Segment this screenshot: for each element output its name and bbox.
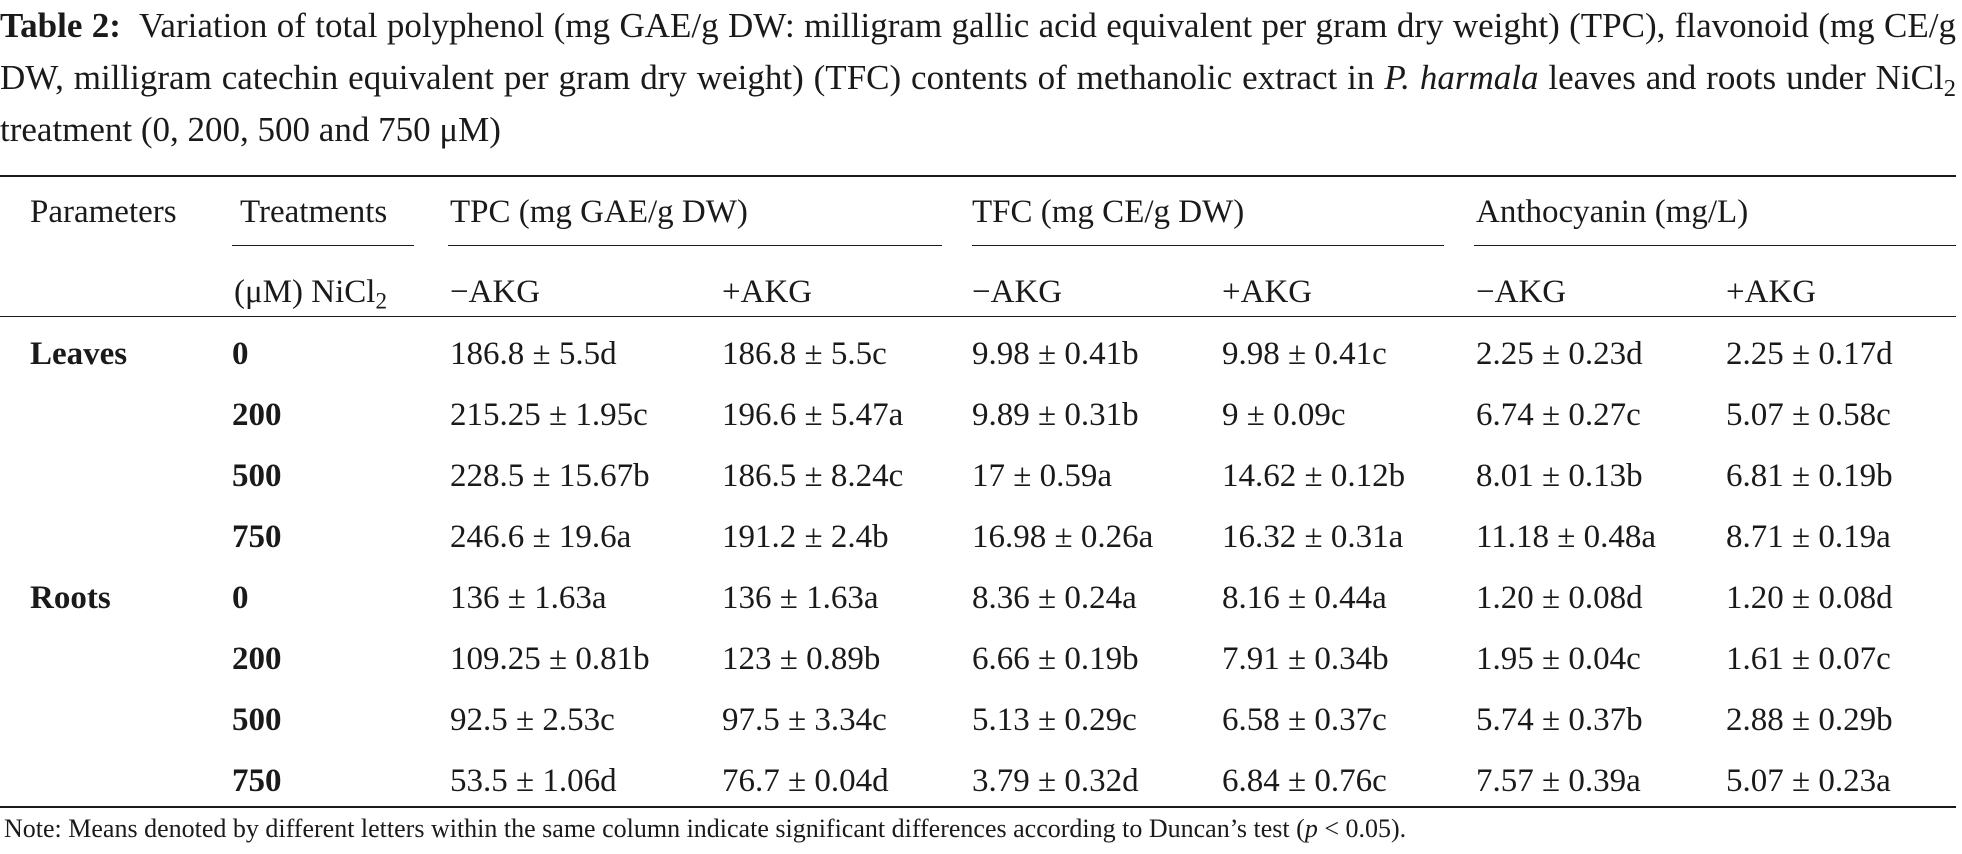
treatments-underline (232, 245, 414, 246)
tpc-minus-cell: 215.25 ± 1.95c (450, 397, 648, 433)
anthocyanin-minus-cell: 1.95 ± 0.04c (1476, 641, 1641, 677)
tpc-minus-cell: 92.5 ± 2.53c (450, 702, 615, 738)
header-treatments: Treatments (240, 194, 388, 230)
tfc-minus-cell: 8.36 ± 0.24a (972, 580, 1137, 616)
header-parameters: Parameters (30, 194, 177, 230)
table-caption: Table 2: Variation of total polyphenol (… (0, 0, 1956, 156)
treatment-cell: 0 (232, 580, 249, 616)
anthocyanin-plus-cell: 5.07 ± 0.58c (1726, 397, 1891, 433)
note-text-end: < 0.05). (1317, 814, 1407, 843)
tpc-minus-cell: 136 ± 1.63a (450, 580, 607, 616)
tfc-plus-cell: 7.91 ± 0.34b (1222, 641, 1389, 677)
tfc-plus-cell: 9 ± 0.09c (1222, 397, 1346, 433)
tpc-plus-cell: 186.5 ± 8.24c (722, 458, 904, 494)
tfc-plus-cell: 8.16 ± 0.44a (1222, 580, 1387, 616)
anthocyanin-minus-cell: 11.18 ± 0.48a (1476, 519, 1657, 555)
header-anthocyanin-plus-akg: +AKG (1726, 274, 1817, 310)
anthocyanin-plus-cell: 1.20 ± 0.08d (1726, 580, 1893, 616)
header-tfc-minus-akg: −AKG (972, 274, 1063, 310)
tfc-minus-cell: 9.89 ± 0.31b (972, 397, 1139, 433)
group-label-roots: Roots (30, 580, 111, 616)
tfc-minus-cell: 3.79 ± 0.32d (972, 763, 1139, 799)
treatment-cell: 500 (232, 458, 282, 494)
tfc-plus-cell: 16.32 ± 0.31a (1222, 519, 1404, 555)
table-top-rule (0, 175, 1956, 177)
caption-text-continued: leaves and roots under NiCl (1538, 58, 1944, 97)
anthocyanin-minus-cell: 5.74 ± 0.37b (1476, 702, 1643, 738)
tfc-header-underline (972, 245, 1444, 246)
tpc-minus-cell: 228.5 ± 15.67b (450, 458, 650, 494)
tfc-minus-cell: 6.66 ± 0.19b (972, 641, 1139, 677)
table-bottom-rule (0, 806, 1956, 808)
treatment-cell: 500 (232, 702, 282, 738)
tpc-plus-cell: 123 ± 0.89b (722, 641, 881, 677)
group-label-leaves: Leaves (30, 336, 128, 372)
tfc-minus-cell: 16.98 ± 0.26a (972, 519, 1154, 555)
note-p-symbol: p (1304, 814, 1318, 843)
tpc-plus-cell: 97.5 ± 3.34c (722, 702, 887, 738)
tpc-minus-cell: 109.25 ± 0.81b (450, 641, 650, 677)
treatment-cell: 750 (232, 519, 282, 555)
header-tfc: TFC (mg CE/g DW) (972, 194, 1245, 230)
anthocyanin-minus-cell: 7.57 ± 0.39a (1476, 763, 1641, 799)
treatment-cell: 200 (232, 641, 282, 677)
anthocyanin-minus-cell: 2.25 ± 0.23d (1476, 336, 1643, 372)
anthocyanin-plus-cell: 5.07 ± 0.23a (1726, 763, 1891, 799)
tpc-plus-cell: 136 ± 1.63a (722, 580, 879, 616)
caption-text: Variation of total polyphenol (mg GAE/g … (0, 6, 1956, 97)
anthocyanin-plus-cell: 2.25 ± 0.17d (1726, 336, 1893, 372)
tfc-plus-cell: 6.84 ± 0.76c (1222, 763, 1387, 799)
caption-label: Table 2: (0, 6, 121, 45)
anthocyanin-minus-cell: 1.20 ± 0.08d (1476, 580, 1643, 616)
header-bottom-rule (0, 316, 1956, 317)
anthocyanin-minus-cell: 6.74 ± 0.27c (1476, 397, 1641, 433)
header-tpc-minus-akg: −AKG (450, 274, 541, 310)
treatment-cell: 200 (232, 397, 282, 433)
anthocyanin-plus-cell: 2.88 ± 0.29b (1726, 702, 1893, 738)
tfc-plus-cell: 6.58 ± 0.37c (1222, 702, 1387, 738)
header-treatments-unit: (μM) NiCl2 (234, 272, 387, 312)
tfc-minus-cell: 17 ± 0.59a (972, 458, 1113, 494)
tpc-plus-cell: 191.2 ± 2.4b (722, 519, 889, 555)
tfc-plus-cell: 9.98 ± 0.41c (1222, 336, 1387, 372)
tpc-minus-cell: 186.8 ± 5.5d (450, 336, 617, 372)
caption-text-end: treatment (0, 200, 500 and 750 μM) (0, 110, 501, 149)
note-text: Note: Means denoted by different letters… (4, 814, 1305, 843)
treatment-cell: 0 (232, 336, 249, 372)
header-tpc: TPC (mg GAE/g DW) (450, 194, 748, 230)
tpc-minus-cell: 53.5 ± 1.06d (450, 763, 617, 799)
tpc-plus-cell: 186.8 ± 5.5c (722, 336, 887, 372)
treatments-unit-text: (μM) NiCl (234, 274, 376, 310)
tfc-minus-cell: 9.98 ± 0.41b (972, 336, 1139, 372)
anthocyanin-plus-cell: 1.61 ± 0.07c (1726, 641, 1891, 677)
header-anthocyanin: Anthocyanin (mg/L) (1476, 194, 1749, 230)
header-tpc-plus-akg: +AKG (722, 274, 813, 310)
header-tfc-plus-akg: +AKG (1222, 274, 1313, 310)
tfc-minus-cell: 5.13 ± 0.29c (972, 702, 1137, 738)
table-note: Note: Means denoted by different letters… (4, 812, 1406, 846)
anthocyanin-plus-cell: 8.71 ± 0.19a (1726, 519, 1891, 555)
tpc-header-underline (448, 245, 942, 246)
anthocyanin-header-underline (1474, 245, 1956, 246)
tpc-plus-cell: 196.6 ± 5.47a (722, 397, 904, 433)
tpc-minus-cell: 246.6 ± 19.6a (450, 519, 632, 555)
treatment-cell: 750 (232, 763, 282, 799)
caption-species: P. harmala (1384, 58, 1539, 97)
tpc-plus-cell: 76.7 ± 0.04d (722, 763, 889, 799)
anthocyanin-plus-cell: 6.81 ± 0.19b (1726, 458, 1893, 494)
treatments-unit-subscript: 2 (375, 287, 387, 314)
anthocyanin-minus-cell: 8.01 ± 0.13b (1476, 458, 1643, 494)
caption-subscript: 2 (1943, 74, 1956, 102)
header-anthocyanin-minus-akg: −AKG (1476, 274, 1567, 310)
tfc-plus-cell: 14.62 ± 0.12b (1222, 458, 1406, 494)
